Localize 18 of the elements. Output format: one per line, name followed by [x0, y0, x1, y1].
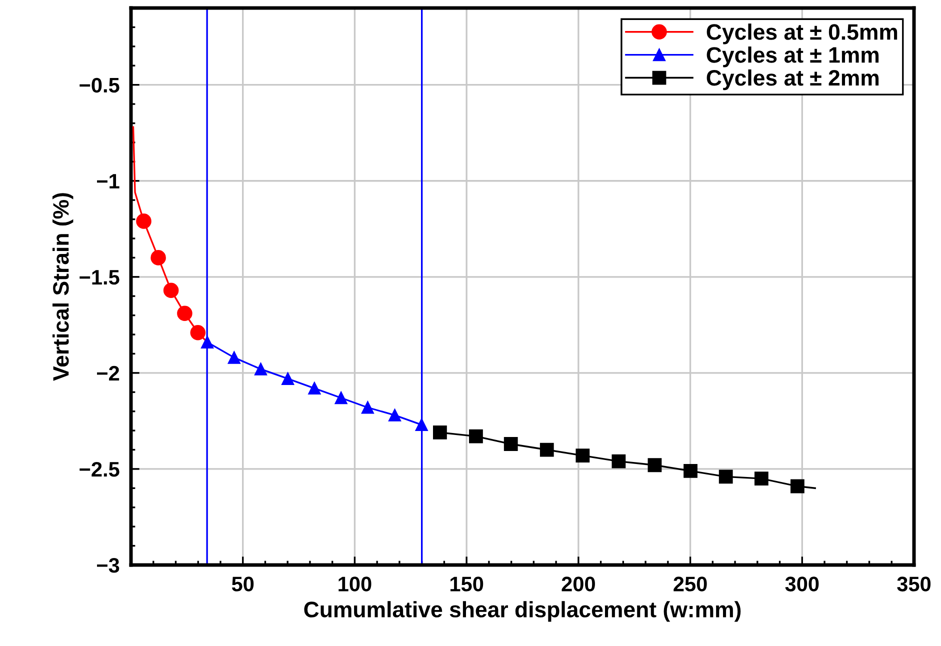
y-tick-label: −3	[97, 558, 120, 573]
y-tick-label: −1.5	[80, 270, 120, 285]
x-tick-label: 50	[232, 576, 254, 592]
legend-label: Cycles at ± 2mm	[706, 69, 879, 90]
x-tick-label: 200	[562, 576, 595, 592]
x-axis-title: Cumumlative shear displacement (w:mm)	[304, 601, 741, 622]
y-tick-label: −0.5	[80, 78, 120, 93]
y-tick-label: −2	[97, 366, 120, 380]
x-tick-label: 100	[338, 576, 372, 592]
y-tick-label: −2.5	[80, 462, 120, 477]
legend-label: Cycles at ± 0.5mm	[706, 24, 898, 44]
x-tick-label: 150	[450, 576, 484, 592]
y-tick-label: −1	[97, 174, 120, 188]
x-tick-label: 300	[785, 576, 819, 592]
x-tick-label: 350	[897, 576, 931, 592]
y-axis-title: Vertical Strain (%)	[52, 193, 74, 381]
legend-label: Cycles at ± 1mm	[706, 46, 879, 68]
x-tick-label: 250	[674, 576, 707, 592]
